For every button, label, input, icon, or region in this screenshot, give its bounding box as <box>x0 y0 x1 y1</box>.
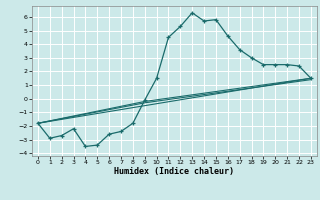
X-axis label: Humidex (Indice chaleur): Humidex (Indice chaleur) <box>115 167 234 176</box>
